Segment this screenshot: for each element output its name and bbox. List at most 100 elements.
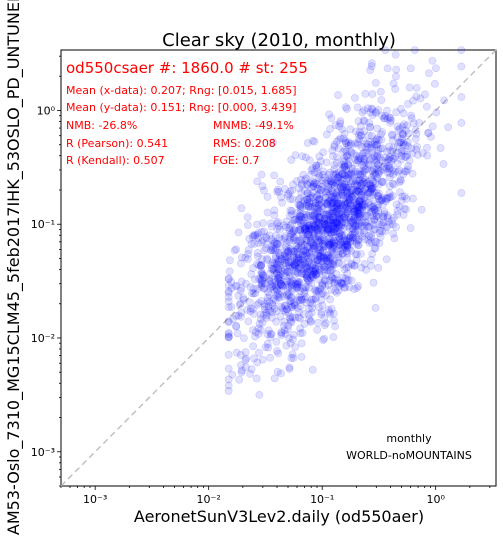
scatter-point — [314, 196, 323, 205]
scatter-point — [304, 242, 313, 251]
scatter-point — [232, 322, 241, 331]
scatter-point — [325, 217, 334, 226]
scatter-point — [392, 108, 401, 117]
scatter-point — [306, 203, 314, 211]
scatter-point — [308, 365, 317, 374]
scatter-point — [365, 156, 374, 164]
scatter-point — [294, 236, 303, 245]
scatter-point — [331, 121, 340, 130]
scatter-point — [358, 160, 366, 169]
scatter-point — [315, 243, 324, 251]
scatter-point — [275, 251, 284, 260]
scatter-point — [340, 161, 349, 169]
scatter-point — [346, 125, 355, 134]
scatter-point — [276, 279, 285, 288]
scatter-point — [356, 170, 364, 179]
scatter-point — [374, 106, 383, 114]
scatter-point — [295, 263, 304, 272]
scatter-point — [351, 179, 360, 188]
scatter-point — [290, 216, 299, 224]
scatter-point — [395, 178, 404, 186]
scatter-point — [282, 252, 291, 261]
scatter-point — [372, 212, 381, 221]
scatter-point — [404, 129, 413, 138]
scatter-point — [349, 215, 358, 224]
scatter-point — [347, 259, 356, 268]
scatter-point — [401, 126, 410, 135]
scatter-point — [311, 264, 320, 273]
scatter-point — [294, 250, 303, 259]
scatter-point — [256, 315, 265, 323]
scatter-point — [332, 219, 341, 227]
scatter-point — [322, 200, 331, 209]
scatter-point — [284, 268, 293, 276]
y-tick-label: 10⁰ — [37, 104, 56, 117]
scatter-point — [374, 180, 383, 189]
scatter-point — [325, 240, 334, 249]
scatter-point — [288, 263, 297, 272]
scatter-point — [324, 221, 333, 229]
scatter-point — [274, 282, 282, 290]
scatter-point — [249, 264, 257, 273]
scatter-point — [293, 304, 302, 312]
scatter-point — [315, 238, 324, 247]
scatter-point — [370, 188, 378, 197]
scatter-point — [351, 170, 360, 178]
scatter-point — [258, 276, 267, 285]
scatter-point — [332, 227, 341, 236]
scatter-point — [273, 224, 282, 233]
scatter-point — [314, 205, 323, 214]
scatter-point — [351, 222, 360, 231]
scatter-point — [304, 221, 312, 230]
scatter-point — [336, 117, 345, 126]
scatter-point — [294, 313, 303, 322]
scatter-point — [305, 265, 314, 274]
scatter-point — [294, 215, 303, 224]
scatter-point — [296, 225, 305, 234]
scatter-point — [373, 141, 381, 150]
scatter-point — [244, 317, 253, 326]
scatter-point — [293, 277, 302, 286]
scatter-point — [322, 256, 331, 265]
scatter-point — [252, 374, 261, 383]
scatter-point — [299, 222, 308, 231]
scatter-point — [322, 179, 330, 187]
scatter-point — [334, 211, 343, 220]
scatter-point — [329, 241, 338, 250]
scatter-point — [400, 120, 408, 129]
scatter-point — [270, 211, 279, 220]
scatter-point — [263, 208, 272, 217]
scatter-point — [345, 194, 354, 203]
scatter-point — [360, 221, 369, 230]
scatter-point — [413, 143, 421, 151]
scatter-point — [374, 264, 383, 272]
scatter-point — [325, 255, 334, 263]
scatter-point — [367, 185, 376, 193]
scatter-point — [298, 251, 307, 260]
scatter-point — [328, 199, 336, 208]
scatter-point — [369, 202, 378, 211]
scatter-point — [348, 260, 356, 269]
scatter-point — [287, 318, 296, 327]
scatter-point — [309, 295, 318, 304]
scatter-point — [360, 184, 369, 193]
scatter-point — [257, 261, 266, 270]
scatter-point — [340, 206, 349, 215]
scatter-point — [264, 326, 273, 335]
scatter-point — [307, 183, 316, 192]
scatter-point — [287, 276, 296, 285]
scatter-point — [312, 219, 321, 228]
scatter-point — [327, 225, 336, 233]
scatter-point — [286, 211, 294, 220]
scatter-point — [364, 160, 373, 169]
scatter-point — [371, 108, 380, 116]
scatter-point — [281, 254, 290, 263]
scatter-point — [331, 204, 340, 213]
scatter-point — [335, 235, 344, 243]
scatter-point — [337, 175, 346, 184]
scatter-point — [393, 133, 402, 142]
scatter-point — [428, 122, 437, 131]
scatter-point — [385, 193, 394, 202]
scatter-point — [389, 154, 398, 163]
scatter-point — [358, 222, 366, 231]
